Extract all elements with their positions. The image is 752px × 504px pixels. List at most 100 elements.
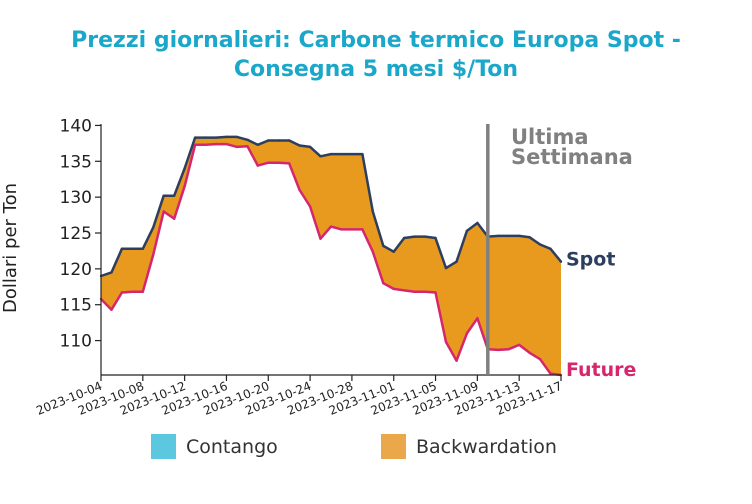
data-point-future [183,185,186,188]
data-point-spot [204,136,207,139]
chart-title-line: Consegna 5 mesi $/Ton [234,57,518,82]
data-point-spot [246,138,249,141]
y-tick-label: 135 [60,152,92,172]
legend-swatch-backwardation [381,434,406,459]
series-end-label-future: Future [566,359,636,381]
data-point-spot [382,244,385,248]
data-point-spot [141,247,144,250]
data-point-future [162,210,165,213]
legend-swatch-contango [151,434,176,459]
data-point-spot [110,271,113,274]
data-point-future [298,188,301,192]
data-point-spot [392,250,395,253]
data-point-spot [518,234,521,238]
series-end-label-spot: Spot [566,249,615,271]
data-point-future [141,290,144,293]
data-point-spot [434,236,437,240]
data-point-spot [444,266,448,270]
data-point-spot [507,234,510,238]
data-point-future [173,217,176,220]
data-point-spot [277,139,280,142]
data-point-future [507,348,510,351]
data-point-future [382,282,385,285]
data-point-spot [371,210,374,213]
data-point-spot [497,234,500,238]
y-tick-label: 125 [60,224,92,244]
data-point-future [204,143,207,146]
y-axis-label: Dollari per Ton [0,183,21,313]
data-point-spot [455,260,458,263]
data-point-future [193,143,197,146]
data-point-spot [465,229,469,233]
data-point-spot [298,144,301,147]
data-point-future [455,359,458,362]
data-point-spot [538,243,542,246]
data-point-future [120,291,124,294]
y-tick-label: 110 [60,332,92,352]
data-point-spot [361,152,364,156]
data-point-spot [403,236,406,240]
data-point-future [152,253,155,256]
data-point-spot [549,247,552,250]
data-point-future [235,145,239,149]
data-point-future [434,291,437,294]
data-point-spot [319,155,322,158]
data-point-spot [559,260,563,263]
data-point-spot [350,152,354,156]
y-tick-label: 130 [60,188,92,208]
y-tick-label: 120 [60,260,92,280]
data-point-future [131,290,134,293]
data-point-future [497,348,500,352]
data-point-future [319,237,322,240]
data-point-spot [413,235,416,238]
data-point-spot [423,235,427,238]
data-point-future [538,358,542,361]
data-point-future [110,308,113,311]
data-point-spot [120,247,124,250]
data-point-future [267,161,270,164]
data-point-spot [173,194,176,197]
data-point-future [340,228,343,231]
series-lines [99,135,563,377]
data-point-future [256,164,259,167]
data-point-future [329,225,333,228]
data-point-future [288,162,291,165]
data-point-future [308,205,312,208]
data-point-spot [308,145,312,149]
data-point-future [371,250,374,253]
data-point-spot [131,247,134,250]
backwardation-area [101,136,561,375]
data-point-spot [267,139,270,142]
data-point-spot [329,152,333,156]
data-point-spot [183,167,186,170]
chart-title-line: Prezzi giornalieri: Carbone termico Euro… [71,28,681,53]
data-point-future [225,142,228,146]
data-point-spot [528,236,531,239]
data-point-spot [256,143,259,146]
data-point-future [403,289,406,292]
data-point-future [350,228,354,231]
data-point-spot [288,139,291,142]
data-point-future [277,161,280,164]
data-point-future [528,351,531,354]
data-point-future [518,343,521,347]
data-point-future [361,228,364,231]
y-tick-label: 140 [60,116,92,136]
data-point-future [476,317,479,320]
data-point-future [465,332,469,335]
data-point-spot [476,221,479,225]
data-point-future [444,340,448,344]
series-end-labels: Spot Future [566,249,636,381]
spread-fill [101,136,561,375]
data-point-future [423,290,427,293]
legend-label-backwardation: Backwardation [416,436,557,458]
data-point-spot [214,136,218,139]
data-point-spot [235,135,239,139]
last-week-label: Settimana [511,145,633,169]
data-point-future [549,372,552,375]
chart-title: Prezzi giornalieri: Carbone termico Euro… [71,28,681,82]
data-point-spot [340,152,343,156]
last-week-label: Ultima [511,125,589,149]
